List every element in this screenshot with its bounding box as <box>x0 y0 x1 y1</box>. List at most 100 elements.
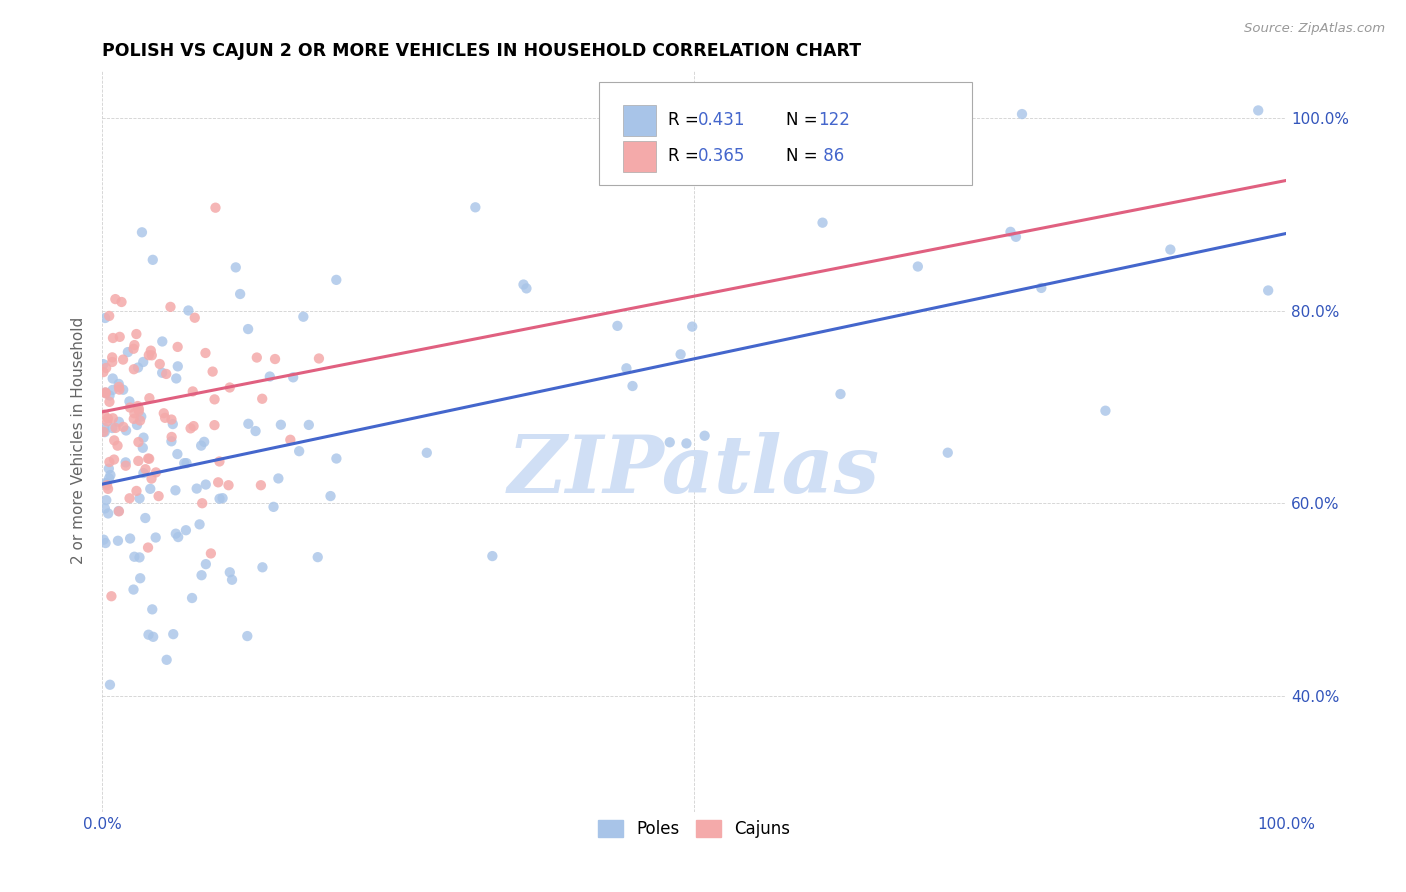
Text: Source: ZipAtlas.com: Source: ZipAtlas.com <box>1244 22 1385 36</box>
Point <box>98 455 121 469</box>
Point <box>129 571 152 585</box>
Point <box>184 310 207 325</box>
Point <box>416 446 439 460</box>
Point <box>94 385 117 400</box>
Point <box>108 330 131 344</box>
Text: 122: 122 <box>818 112 851 129</box>
Point <box>201 365 224 379</box>
Point <box>194 477 217 491</box>
Point <box>97 461 120 475</box>
Point <box>1247 103 1270 118</box>
Point <box>132 466 155 480</box>
Point <box>166 359 188 374</box>
Point <box>139 482 162 496</box>
Point <box>110 295 132 310</box>
Point <box>606 318 628 333</box>
Text: 0.365: 0.365 <box>697 147 745 165</box>
Point <box>138 348 160 362</box>
Point <box>101 371 124 385</box>
Point <box>134 462 156 476</box>
Point <box>194 346 217 360</box>
Point <box>129 409 152 424</box>
Point <box>108 415 131 429</box>
Point <box>250 392 273 406</box>
Point <box>124 406 146 420</box>
Point <box>127 435 149 450</box>
Point <box>125 326 148 341</box>
Point <box>1094 403 1116 417</box>
Point <box>108 504 131 518</box>
Point <box>118 401 141 415</box>
Point <box>134 511 156 525</box>
Point <box>681 319 703 334</box>
Point <box>675 436 697 450</box>
Point <box>93 421 115 435</box>
Point <box>464 200 486 214</box>
Point <box>108 380 131 394</box>
Point <box>190 568 212 582</box>
Point <box>292 310 315 324</box>
Point <box>150 366 173 380</box>
Text: N =: N = <box>786 147 824 165</box>
Point <box>693 428 716 442</box>
Point <box>96 414 118 428</box>
Point <box>96 493 118 508</box>
Point <box>94 361 117 376</box>
Point <box>319 489 342 503</box>
Point <box>191 496 214 510</box>
Point <box>94 501 117 516</box>
Point <box>107 504 129 518</box>
Point <box>325 451 347 466</box>
Point <box>94 310 117 325</box>
Point <box>138 451 160 466</box>
Point <box>176 456 198 470</box>
Text: N =: N = <box>786 112 824 129</box>
Point <box>238 417 260 431</box>
Point <box>160 434 183 449</box>
Point <box>101 331 124 345</box>
Point <box>162 417 184 431</box>
Point <box>190 439 212 453</box>
Point <box>207 475 229 490</box>
Point <box>98 678 121 692</box>
Point <box>263 500 285 514</box>
Point <box>811 216 834 230</box>
Point <box>142 630 165 644</box>
Point <box>166 340 188 354</box>
Point <box>173 456 195 470</box>
Point <box>112 352 135 367</box>
Point <box>136 541 159 555</box>
Point <box>218 478 240 492</box>
Point <box>250 478 273 492</box>
Point <box>127 399 149 413</box>
Text: R =: R = <box>668 147 704 165</box>
Point <box>183 419 205 434</box>
Point <box>1005 229 1028 244</box>
Point <box>669 347 692 361</box>
Point <box>128 404 150 418</box>
Point <box>101 421 124 435</box>
Point <box>153 410 176 425</box>
Point <box>204 392 226 407</box>
Text: R =: R = <box>668 112 704 129</box>
Point <box>97 507 120 521</box>
Point <box>101 355 124 369</box>
Point <box>127 360 149 375</box>
Point <box>658 435 681 450</box>
Point <box>122 342 145 356</box>
Point <box>94 536 117 550</box>
Point <box>221 573 243 587</box>
Point <box>165 526 187 541</box>
Point <box>107 533 129 548</box>
Point <box>325 273 347 287</box>
Point <box>160 430 183 444</box>
Point <box>218 380 240 394</box>
Point <box>193 434 215 449</box>
Y-axis label: 2 or more Vehicles in Household: 2 or more Vehicles in Household <box>72 318 86 565</box>
Point <box>936 446 959 460</box>
Point <box>155 367 177 381</box>
Point <box>139 343 162 358</box>
Point <box>93 408 115 422</box>
Point <box>122 362 145 376</box>
Point <box>97 482 120 496</box>
